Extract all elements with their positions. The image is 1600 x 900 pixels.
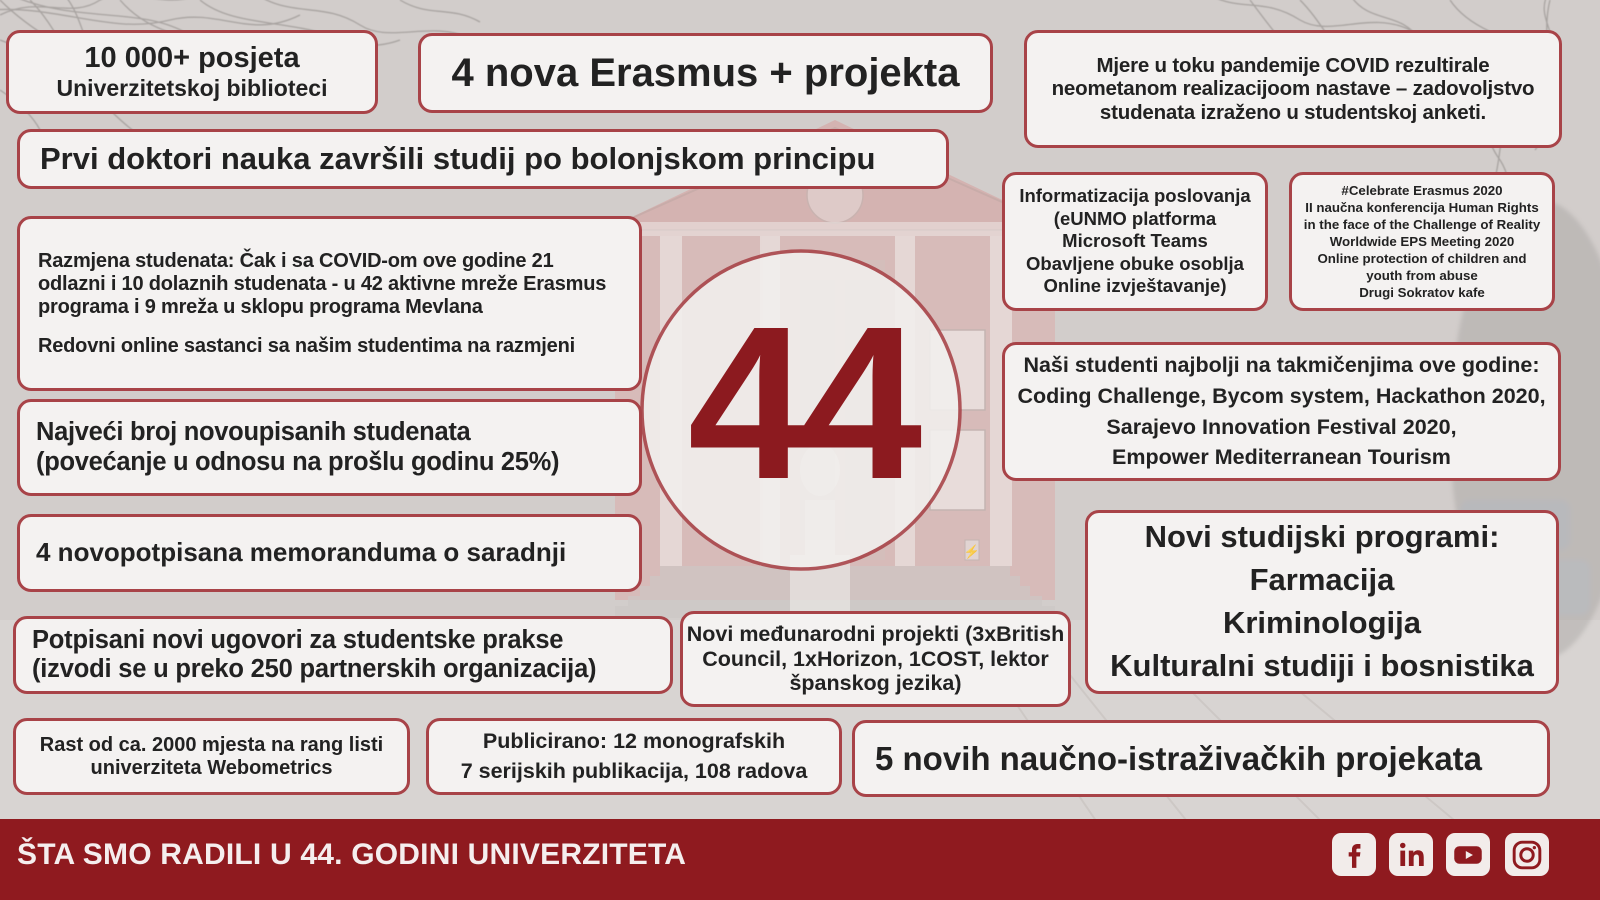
svg-text:⚡: ⚡ <box>964 544 980 560</box>
svg-text:44: 44 <box>688 282 922 525</box>
